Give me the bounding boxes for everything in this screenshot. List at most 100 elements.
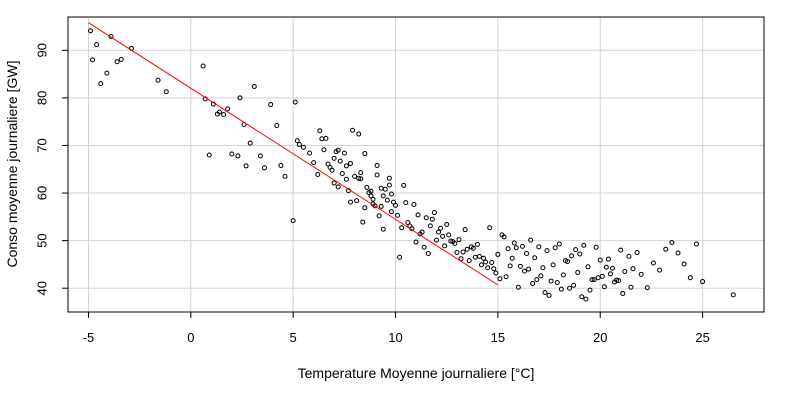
scatter-point [257,153,263,159]
scatter-point [519,243,525,249]
scatter-point [358,176,364,182]
scatter-point [638,271,644,277]
scatter-point [200,63,206,69]
scatter-point [235,153,241,159]
scatter-point [556,241,562,247]
scatter-point [603,264,609,270]
scatter-point [278,162,284,168]
scatter-point [585,264,591,270]
scatter-point [595,275,601,281]
scatter-point [493,270,499,276]
scatter-point [552,245,558,251]
scatter-point [407,223,413,229]
scatter-point [579,294,585,300]
scatter-point [456,237,462,243]
scatter-point [360,219,366,225]
scatter-point [335,147,341,153]
scatter-point [513,245,519,251]
scatter-point [274,122,280,128]
scatter-point [425,250,431,256]
scatter-point [675,250,681,256]
scatter-point [657,267,663,273]
scatter-point [501,234,507,240]
scatter-point [462,227,468,233]
scatter-point [163,89,169,95]
scatter-point [321,147,327,153]
scatter-point [358,170,364,176]
scatter-point [429,216,435,222]
scatter-point [104,70,110,76]
scatter-point [347,199,353,205]
scatter-point [630,266,636,272]
scatter-point [90,57,96,63]
scatter-point [601,284,607,290]
scatter-point [607,271,613,277]
scatter-point [343,176,349,182]
scatter-point [423,215,429,221]
scatter-point [337,158,343,164]
scatter-point [612,279,618,285]
scatter-point [532,255,538,261]
scatter-point [479,262,485,268]
scatter-point [730,292,736,298]
scatter-point [577,251,583,257]
scatter-point [237,95,243,101]
scatter-point [411,201,417,207]
scatter-point [307,150,313,156]
scatter-point [444,221,450,227]
x-tick-label: 5 [290,330,297,345]
scatter-point [262,165,268,171]
scatter-point [546,292,552,298]
scatter-point [474,241,480,247]
scatter-point [503,274,509,280]
scatter-point [544,248,550,254]
scatter-point [495,251,501,257]
scatter-point [460,249,466,255]
y-tick-label: 50 [35,233,50,247]
x-tick-label: 25 [695,330,709,345]
scatter-point [419,229,425,235]
scatter-point [485,265,491,271]
scatter-point [436,229,442,235]
scatter-point [386,175,392,181]
scatter-point [221,112,227,118]
x-axis: -5 0 5 10 15 20 25 [83,312,710,345]
scatter-point [693,241,699,247]
scatter-point [687,275,693,281]
scatter-point [376,213,382,219]
scatter-point [368,188,374,194]
scatter-point [452,240,458,246]
scatter-point [114,59,120,65]
scatter-point [382,186,388,192]
scatter-point [526,266,532,272]
scatter-point [528,237,534,243]
scatter-point [446,232,452,238]
scatter-point [448,238,454,244]
scatter-point [403,200,409,206]
x-axis-title: Temperature Moyenne journaliere [°C] [298,365,535,381]
scatter-point [536,244,542,250]
scatter-point [530,280,536,286]
scatter-point [378,203,384,209]
scatter-point [700,279,706,285]
scatter-point [311,160,317,166]
scatter-point [628,284,634,290]
grid-lines [68,17,764,312]
scatter-point [558,286,564,292]
scatter-point [440,233,446,239]
scatter-point [343,163,349,169]
scatter-point [393,202,399,208]
scatter-point [681,261,687,267]
scatter-point [388,209,394,215]
scatter-point [352,173,358,179]
x-tick-label: 20 [593,330,607,345]
scatter-point [593,244,599,250]
scatter-point [442,243,448,249]
scatter-point [356,175,362,181]
scatter-point [620,290,626,296]
scatter-point [347,161,353,167]
scatter-point [433,237,439,243]
scatter-point [378,185,384,191]
scatter-point [329,167,335,173]
scatter-point [571,282,577,288]
